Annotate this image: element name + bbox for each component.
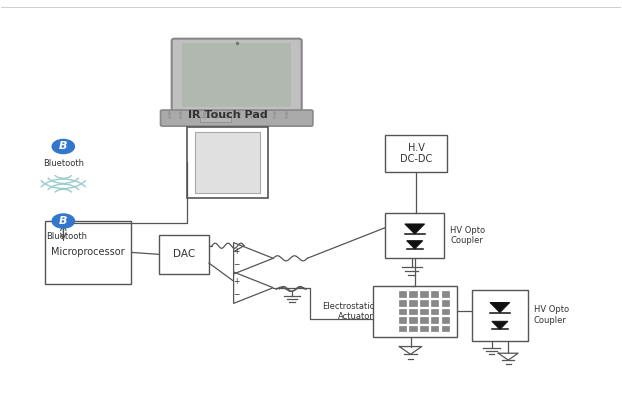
- Bar: [420, 326, 429, 333]
- Bar: [409, 300, 417, 307]
- Polygon shape: [407, 241, 423, 249]
- Bar: [420, 317, 429, 324]
- Polygon shape: [490, 303, 510, 312]
- FancyBboxPatch shape: [160, 110, 313, 126]
- Bar: [442, 326, 450, 333]
- Text: +: +: [233, 247, 240, 256]
- Bar: [472, 290, 527, 340]
- Bar: [431, 300, 439, 307]
- Text: −: −: [233, 290, 240, 299]
- Text: −: −: [233, 260, 240, 269]
- Bar: [195, 132, 260, 193]
- Text: B: B: [59, 216, 68, 226]
- Bar: [409, 317, 417, 324]
- Bar: [187, 127, 267, 198]
- Text: HV Opto
Coupler: HV Opto Coupler: [534, 305, 569, 325]
- Text: HV Opto
Coupler: HV Opto Coupler: [450, 226, 485, 245]
- Bar: [385, 213, 444, 258]
- Bar: [182, 43, 291, 107]
- Bar: [45, 221, 131, 284]
- Bar: [409, 309, 417, 315]
- Bar: [431, 292, 439, 298]
- Bar: [420, 292, 429, 298]
- Text: +: +: [233, 276, 240, 286]
- Bar: [442, 300, 450, 307]
- Bar: [399, 292, 407, 298]
- Bar: [431, 317, 439, 324]
- Text: Bluetooth: Bluetooth: [43, 159, 84, 168]
- Text: Microprocessor: Microprocessor: [51, 247, 125, 258]
- Text: DAC: DAC: [173, 249, 195, 260]
- Bar: [399, 326, 407, 333]
- Bar: [399, 317, 407, 324]
- Text: Bluetooth: Bluetooth: [46, 232, 87, 241]
- Bar: [385, 135, 447, 172]
- Text: H.V
DC-DC: H.V DC-DC: [400, 143, 432, 164]
- Bar: [442, 317, 450, 324]
- Bar: [200, 117, 231, 122]
- Bar: [373, 286, 457, 337]
- Circle shape: [52, 214, 75, 228]
- Text: IR Touch Pad: IR Touch Pad: [187, 110, 267, 120]
- Text: B: B: [59, 141, 68, 151]
- Polygon shape: [405, 224, 425, 234]
- Bar: [431, 309, 439, 315]
- Bar: [420, 309, 429, 315]
- Bar: [442, 292, 450, 298]
- Bar: [399, 300, 407, 307]
- Bar: [399, 309, 407, 315]
- Polygon shape: [492, 321, 508, 329]
- Text: Electrostatic
Actuator: Electrostatic Actuator: [322, 301, 374, 321]
- Bar: [409, 326, 417, 333]
- Bar: [409, 292, 417, 298]
- Bar: [420, 300, 429, 307]
- Bar: [431, 326, 439, 333]
- Bar: [442, 309, 450, 315]
- Bar: [159, 235, 209, 274]
- Circle shape: [52, 139, 75, 154]
- FancyBboxPatch shape: [172, 39, 302, 113]
